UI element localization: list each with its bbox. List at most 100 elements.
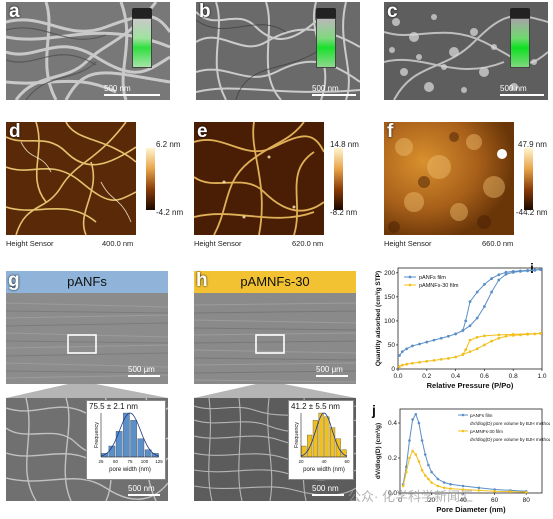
j-data-point xyxy=(411,449,414,453)
j-data-point xyxy=(524,490,528,494)
panel-f-cb-bottom: -44.2 nm xyxy=(516,208,548,217)
i-data-point xyxy=(461,329,465,332)
panel-d-sensor: Height Sensor xyxy=(6,239,54,248)
i-data-point xyxy=(454,332,457,336)
j-data-point xyxy=(449,482,452,486)
j-data-point xyxy=(411,418,414,421)
i-data-point xyxy=(432,358,436,362)
i-plot-frame xyxy=(397,267,543,370)
i-data-point xyxy=(483,305,486,308)
j-ytick-label: 0.0 xyxy=(388,490,397,497)
i-data-point xyxy=(468,350,472,354)
i-data-point xyxy=(405,347,409,351)
j-data-point xyxy=(420,439,424,442)
i-data-point xyxy=(411,344,414,348)
j-series-line xyxy=(402,413,527,492)
j-data-point xyxy=(414,412,418,416)
panel-f-cb-top: 47.9 nm xyxy=(518,140,547,149)
i-ytick-label: 150 xyxy=(384,294,395,301)
i-data-point xyxy=(483,334,486,338)
panel-d-size: 400.0 nm xyxy=(102,239,134,248)
g-inset-bar xyxy=(152,453,159,458)
g-inset-tick-label: 75 xyxy=(127,459,133,464)
panel-e-afm: e xyxy=(194,122,324,235)
j-legend-marker xyxy=(461,413,465,417)
panel-e-size: 620.0 nm xyxy=(292,239,324,248)
panel-a-scalebar: 500 nm xyxy=(104,84,160,96)
i-data-point xyxy=(418,342,421,346)
j-data-point xyxy=(423,474,427,477)
panel-d-cb-top: 6.2 nm xyxy=(156,140,181,149)
panel-e-colorbar xyxy=(334,148,343,210)
i-data-point xyxy=(447,357,450,360)
g-inset-fit-curve xyxy=(100,412,160,457)
panel-j-letter: j xyxy=(372,402,376,418)
panel-a-label: a xyxy=(9,2,20,22)
i-data-point xyxy=(464,348,468,352)
i-data-point xyxy=(504,272,508,276)
i-legend-label: pANFs film xyxy=(419,275,446,281)
panel-e-label: e xyxy=(197,122,208,142)
panel-a-vial xyxy=(132,8,152,68)
panel-h-sem: 500 μm xyxy=(194,293,356,384)
panel-b-vial xyxy=(316,8,336,68)
j-data-point xyxy=(436,477,440,481)
i-data-point xyxy=(490,339,493,343)
j-data-point xyxy=(427,463,430,467)
i-xtick-label: 0.8 xyxy=(509,373,518,380)
i-data-point xyxy=(533,268,537,272)
i-data-point xyxy=(425,340,429,344)
i-ytick-label: 50 xyxy=(388,342,396,349)
j-data-point xyxy=(449,487,452,490)
j-legend-label: pAMNFs-30 film xyxy=(470,429,503,434)
i-data-point xyxy=(504,270,508,274)
panel-b-sem: b 500 nm xyxy=(196,2,360,100)
j-data-point xyxy=(427,477,430,481)
i-data-point xyxy=(400,350,404,354)
g-inset-ylabel: Frequency xyxy=(94,422,100,448)
j-plot-frame xyxy=(399,408,543,494)
j-data-point xyxy=(417,460,421,463)
j-data-point xyxy=(408,456,411,460)
j-data-point xyxy=(442,481,446,484)
panel-f-label: f xyxy=(387,122,394,142)
j-data-point xyxy=(430,481,433,484)
j-ytick-label: 0.2 xyxy=(388,455,397,462)
h-inset-tick-label: 60 xyxy=(344,459,350,464)
panel-b-label: b xyxy=(199,2,211,22)
j-data-point xyxy=(417,421,421,425)
panel-g-header: pANFs xyxy=(6,271,168,293)
j-xtick-label: 20 xyxy=(428,497,436,504)
panel-c-label: c xyxy=(387,2,398,22)
i-series-line xyxy=(462,332,541,355)
j-ylabel: dV/dlog(D) (cm³/g) xyxy=(375,423,382,479)
g-inset-tick-label: 100 xyxy=(141,459,149,464)
g-inset-bar xyxy=(130,420,137,458)
i-data-point xyxy=(497,273,501,277)
panel-c-vial xyxy=(510,8,530,68)
i-data-point xyxy=(468,338,472,342)
i-legend-marker xyxy=(408,283,412,287)
j-xlabel: Pore Diameter (nm) xyxy=(436,505,506,514)
panel-h-inset-value: 41.2 ± 5.5 nm xyxy=(291,402,340,411)
j-data-point xyxy=(401,484,405,488)
i-series-line xyxy=(399,268,541,356)
panel-h-header-text: pAMNFs-30 xyxy=(240,274,310,289)
i-xtick-label: 1.0 xyxy=(537,373,546,380)
i-data-point xyxy=(526,269,529,272)
panel-d-label: d xyxy=(9,122,21,142)
j-data-point xyxy=(477,486,481,490)
g-inset-tick-label: 50 xyxy=(113,459,119,464)
j-data-point xyxy=(420,468,424,472)
j-legend-label: dV/dlog(D) pore volume by BJH method xyxy=(470,437,550,442)
i-data-point xyxy=(468,300,472,304)
i-data-point xyxy=(464,319,468,323)
i-data-point xyxy=(475,335,479,339)
j-data-point xyxy=(461,484,465,488)
h-inset-tick-label: 20 xyxy=(298,459,304,464)
panel-e-sensor: Height Sensor xyxy=(194,239,242,248)
panel-h-scalebar: 500 μm xyxy=(316,365,348,377)
panel-b-scale-label: 500 nm xyxy=(312,84,339,93)
i-data-point xyxy=(475,290,479,294)
j-xtick-label: 80 xyxy=(523,497,531,504)
